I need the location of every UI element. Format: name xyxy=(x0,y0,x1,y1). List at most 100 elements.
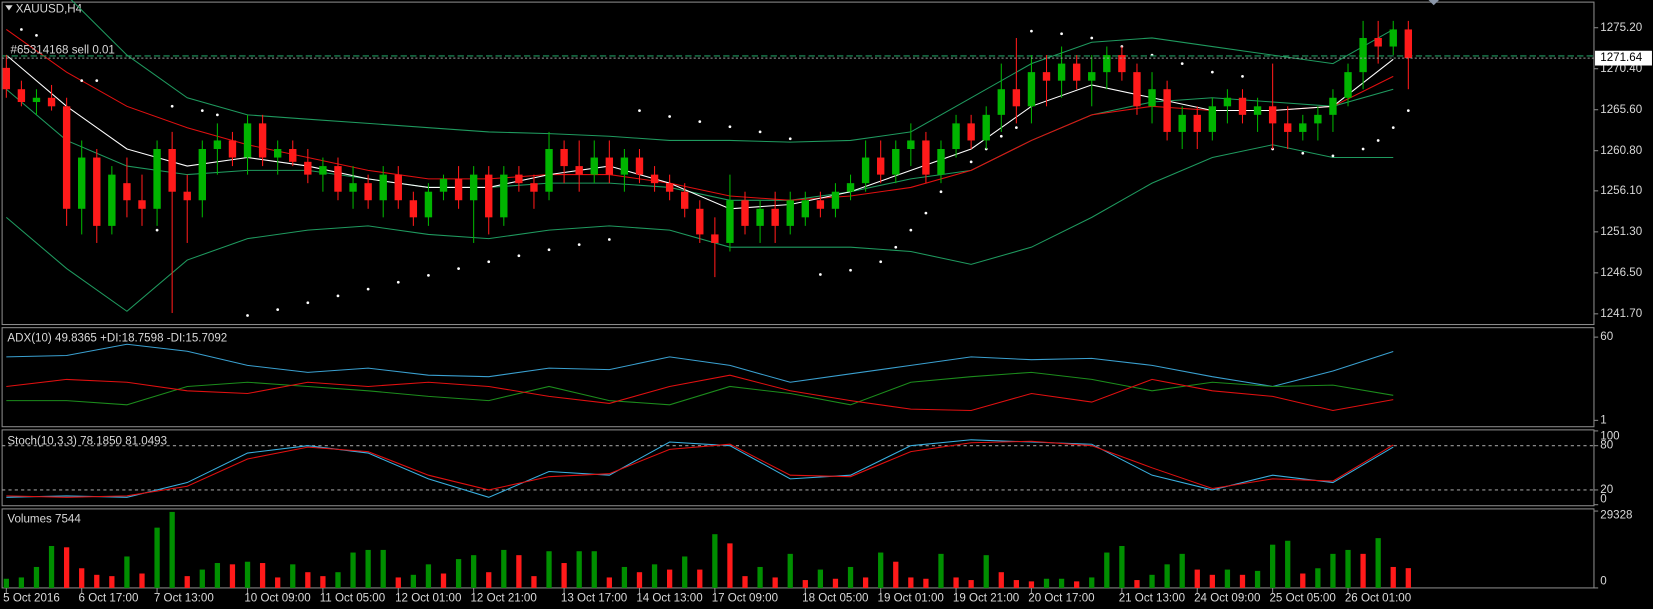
volume-bar xyxy=(1013,580,1019,588)
candle-body xyxy=(1314,114,1322,124)
volume-bar xyxy=(817,569,824,588)
volume-bar xyxy=(1315,568,1321,588)
candle-body xyxy=(1268,106,1277,124)
candle-body xyxy=(922,140,930,175)
sar-dot xyxy=(909,228,913,232)
menu-triangle[interactable] xyxy=(5,5,13,11)
volume-bar xyxy=(953,577,959,588)
indicator-line xyxy=(6,374,1394,412)
candle-body xyxy=(198,149,206,201)
indicator-line xyxy=(6,440,1394,498)
chart-title: XAUUSD,H4 xyxy=(16,4,83,16)
candle-body xyxy=(183,191,191,201)
y-tick-label: 1275.20 xyxy=(1600,22,1642,34)
x-tick-label: 12 Oct 21:00 xyxy=(470,593,536,605)
candle-body xyxy=(1148,89,1156,107)
volume-bar xyxy=(1119,545,1125,588)
sar-dot xyxy=(788,137,792,141)
sar-dot xyxy=(517,254,521,258)
volume-bar xyxy=(712,534,718,588)
volume-bar xyxy=(1270,544,1276,588)
candle-body xyxy=(334,166,342,192)
candle-body xyxy=(801,200,810,218)
volume-bar xyxy=(3,578,9,588)
candle-body xyxy=(1193,114,1201,132)
sar-dot xyxy=(728,125,732,129)
sar-dot xyxy=(924,211,928,215)
stoch-panel xyxy=(1,429,1595,507)
candle-body xyxy=(379,174,387,201)
volume-bar xyxy=(455,559,462,588)
sar-dot xyxy=(894,245,898,249)
x-tick-label: 24 Oct 09:00 xyxy=(1194,593,1260,605)
candle-body xyxy=(1118,55,1126,73)
candle-body xyxy=(726,200,734,243)
sar-dot xyxy=(999,134,1003,138)
candle-body xyxy=(1012,89,1021,107)
y-tick-label: 1 xyxy=(1600,414,1606,426)
sar-dot xyxy=(1090,36,1094,40)
volume-bar xyxy=(365,549,371,588)
candle-body xyxy=(831,191,840,209)
volume-bar xyxy=(1330,553,1336,588)
y-tick-label: 1246.50 xyxy=(1600,267,1642,279)
candle-body xyxy=(876,157,885,175)
bid-box xyxy=(1595,50,1652,66)
sar-dot xyxy=(1030,29,1033,33)
volume-bar xyxy=(109,576,115,588)
x-tick-label: 11 Oct 05:00 xyxy=(320,593,385,605)
volume-bar xyxy=(1028,581,1035,588)
volume-bar xyxy=(606,577,612,588)
candle-body xyxy=(319,166,327,175)
candle-body xyxy=(1027,72,1036,107)
volume-bar xyxy=(33,566,40,588)
y-tick-label: 1265.60 xyxy=(1600,104,1642,116)
volume-bar xyxy=(908,577,914,588)
volume-bar xyxy=(1224,569,1231,588)
candle-body xyxy=(816,200,825,209)
scroll-marker[interactable] xyxy=(1428,0,1439,6)
volume-bar xyxy=(1375,538,1381,588)
candle-body xyxy=(1133,72,1141,107)
candle-body xyxy=(168,149,176,192)
sar-dot xyxy=(155,228,159,232)
volume-bar xyxy=(862,577,869,588)
candle-body xyxy=(394,174,402,201)
y-tick-label: 0 xyxy=(1600,493,1606,505)
y-tick-label: 1260.80 xyxy=(1600,145,1642,157)
candle-body xyxy=(665,183,674,192)
volume-bar xyxy=(561,563,567,588)
candle-body xyxy=(349,183,357,192)
volume-bar xyxy=(697,569,703,588)
volume-bar xyxy=(1360,553,1366,588)
sar-dot xyxy=(969,160,973,164)
volume-bar xyxy=(169,511,175,588)
sar-dot xyxy=(1391,126,1395,130)
x-tick-label: 6 Oct 17:00 xyxy=(79,593,139,605)
candle-body xyxy=(485,174,493,218)
volume-bar xyxy=(1209,574,1215,588)
candle-body xyxy=(1163,89,1171,132)
volume-bar xyxy=(636,572,643,588)
volume-bar xyxy=(742,576,748,588)
candle-body xyxy=(590,157,598,175)
candle-body xyxy=(213,140,222,150)
candle-body xyxy=(439,178,448,192)
sar-dot xyxy=(487,260,491,264)
volume-bar xyxy=(651,564,658,588)
volume-bar xyxy=(305,572,311,588)
sar-dot xyxy=(95,79,99,83)
volume-bar xyxy=(1345,549,1351,588)
volume-bar xyxy=(531,576,537,588)
sar-dot xyxy=(939,190,943,194)
candle-body xyxy=(1359,37,1367,73)
x-tick-label: 10 Oct 09:00 xyxy=(244,593,310,605)
sar-dot xyxy=(1301,151,1305,155)
sar-dot xyxy=(246,314,249,317)
volume-bar xyxy=(1089,577,1095,588)
candle-body xyxy=(1344,72,1352,98)
volume-bar xyxy=(923,578,929,588)
volume-bar xyxy=(154,527,160,588)
candle-body xyxy=(1374,37,1382,47)
volume-bar xyxy=(772,577,778,588)
